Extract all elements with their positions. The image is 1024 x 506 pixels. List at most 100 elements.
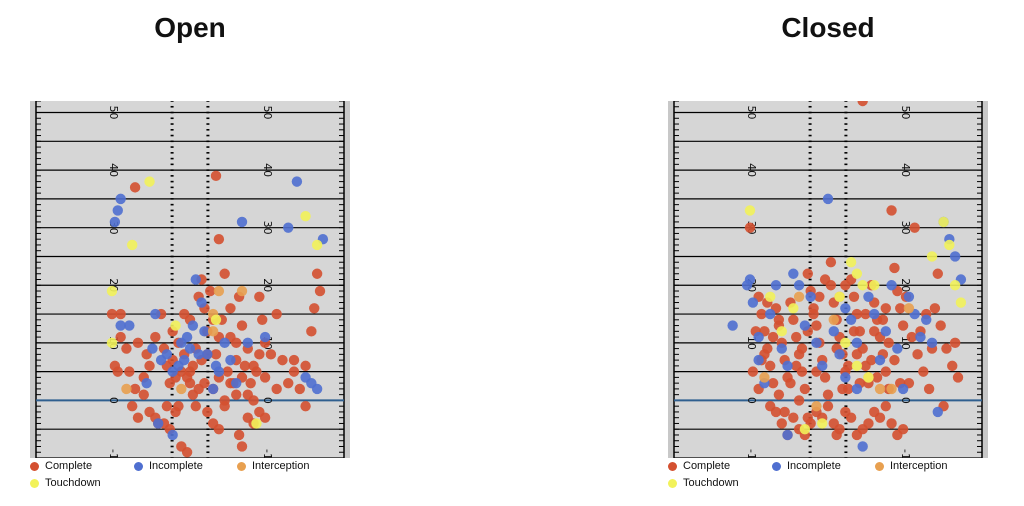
data-point-complete <box>236 320 248 331</box>
data-point-complete <box>245 377 256 389</box>
data-point-incomplete <box>788 268 799 279</box>
data-point-complete <box>213 424 225 435</box>
data-point-touchdown <box>955 297 967 308</box>
data-point-complete <box>314 285 326 297</box>
data-point-incomplete <box>822 193 834 205</box>
yard-number: 40 <box>261 163 274 177</box>
data-point-touchdown <box>834 291 845 302</box>
data-point-touchdown <box>300 210 311 222</box>
data-point-complete <box>288 366 300 377</box>
field-sideline-right <box>982 101 988 458</box>
data-point-complete <box>767 377 779 389</box>
data-point-complete <box>822 389 834 400</box>
data-point-incomplete <box>782 360 793 372</box>
data-point-incomplete <box>765 308 776 320</box>
legend-dot-incomplete <box>772 461 781 471</box>
legend-label: Touchdown <box>683 477 739 489</box>
data-point-complete <box>259 372 271 383</box>
data-point-complete <box>173 400 184 412</box>
data-point-complete <box>257 314 268 326</box>
data-point-complete <box>851 349 863 360</box>
data-point-complete <box>115 308 126 320</box>
data-point-incomplete <box>242 337 253 349</box>
data-point-incomplete <box>236 216 248 228</box>
data-point-complete <box>811 320 822 331</box>
data-point-complete <box>184 366 196 377</box>
data-point-incomplete <box>921 314 932 326</box>
data-point-complete <box>213 233 225 245</box>
data-point-complete <box>895 303 906 314</box>
data-point-incomplete <box>886 280 897 291</box>
yard-number: 50 <box>261 106 274 120</box>
data-point-complete <box>791 331 802 343</box>
data-point-complete <box>776 418 787 429</box>
data-point-complete <box>271 383 282 395</box>
data-point-complete <box>129 383 141 395</box>
data-point-touchdown <box>788 303 799 314</box>
data-point-complete <box>843 360 854 372</box>
data-point-complete <box>840 280 851 291</box>
yard-number: 50 <box>107 106 120 120</box>
data-point-complete <box>918 366 929 377</box>
data-point-touchdown <box>799 424 811 435</box>
football-field-plot: 5050404030302020101000-10-10 <box>30 101 350 458</box>
chart-panel-closed: Closed 5050404030302020101000-10-10 Comp… <box>668 0 1024 506</box>
data-point-complete <box>880 303 891 314</box>
data-point-incomplete <box>184 343 196 354</box>
data-point-complete <box>254 291 265 302</box>
data-point-incomplete <box>840 303 851 314</box>
data-point-incomplete <box>845 314 857 326</box>
data-point-incomplete <box>834 349 845 360</box>
data-point-incomplete <box>147 343 158 354</box>
data-point-touchdown <box>926 251 938 262</box>
data-point-complete <box>199 377 210 389</box>
data-point-incomplete <box>167 429 178 441</box>
data-point-touchdown <box>744 205 756 216</box>
data-point-touchdown <box>851 268 863 279</box>
data-point-complete <box>793 395 805 406</box>
chart-panel-open: Open 5050404030302020101000-10-10 Comple… <box>30 0 390 506</box>
data-point-incomplete <box>741 280 753 291</box>
data-point-complete <box>773 314 785 326</box>
data-point-incomplete <box>793 280 805 291</box>
data-point-complete <box>205 285 216 297</box>
data-point-complete <box>779 406 790 418</box>
legend-item-incomplete: Incomplete <box>772 460 841 472</box>
data-point-incomplete <box>207 383 219 395</box>
data-point-complete <box>796 343 808 354</box>
data-point-complete <box>802 268 813 279</box>
data-point-interception <box>793 291 805 302</box>
data-point-complete <box>819 372 831 383</box>
yard-number: 20 <box>261 278 274 292</box>
data-point-incomplete <box>799 320 811 331</box>
data-point-incomplete <box>124 320 135 331</box>
data-point-complete <box>773 389 785 400</box>
data-point-complete <box>880 366 891 377</box>
legend-label: Interception <box>252 460 310 472</box>
data-point-complete <box>889 354 900 366</box>
data-point-complete <box>791 360 802 372</box>
yard-number: 40 <box>899 163 912 177</box>
data-point-complete <box>886 205 897 216</box>
data-point-complete <box>138 389 149 400</box>
data-point-complete <box>808 308 819 320</box>
data-point-complete <box>866 354 877 366</box>
data-point-incomplete <box>880 326 891 337</box>
data-point-touchdown <box>251 418 262 429</box>
yard-number: 0 <box>261 397 274 404</box>
yard-number: -10 <box>107 449 120 458</box>
data-point-complete <box>952 372 964 383</box>
data-point-complete <box>202 406 213 418</box>
data-point-incomplete <box>115 193 126 205</box>
data-point-touchdown <box>210 314 222 326</box>
data-point-interception <box>874 383 886 395</box>
data-point-complete <box>311 268 323 279</box>
field-sideline-left <box>668 101 674 458</box>
data-point-touchdown <box>127 239 138 251</box>
data-point-incomplete <box>193 349 204 360</box>
yard-number: 40 <box>107 163 120 177</box>
data-point-complete <box>863 418 874 429</box>
data-point-incomplete <box>311 383 323 395</box>
data-point-complete <box>115 331 126 343</box>
data-point-complete <box>184 377 196 389</box>
